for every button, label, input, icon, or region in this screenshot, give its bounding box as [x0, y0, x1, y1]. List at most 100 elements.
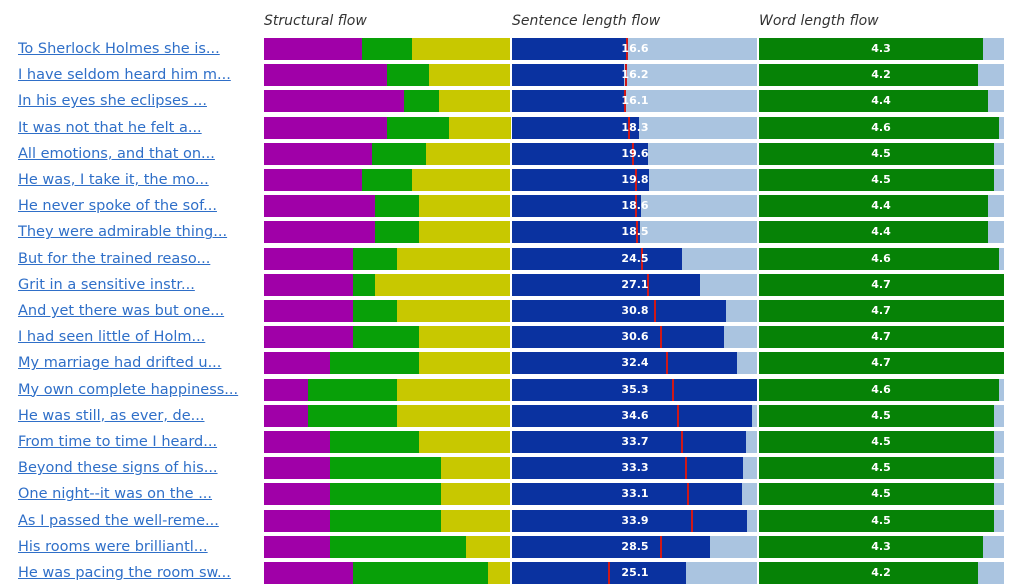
table-row: It was not that he felt a... 18.3 4.6 [0, 116, 1024, 139]
sentence-link[interactable]: He was, I take it, the mo... [18, 172, 209, 188]
sentence-link[interactable]: Beyond these signs of his... [18, 460, 218, 477]
structural-segment-b [330, 535, 467, 558]
word-length-bar [759, 562, 978, 584]
word-length-bar [759, 142, 994, 165]
table-row: Beyond these signs of his... 33.3 4.5 [0, 457, 1024, 480]
sentence-average-marker [631, 142, 634, 165]
word-length-value: 4.4 [871, 199, 891, 213]
sentence-link[interactable]: In his eyes she eclipses ... [18, 93, 207, 110]
sentence-link[interactable]: I had seen little of Holm... [18, 329, 206, 346]
sentence-link[interactable]: To Sherlock Holmes she is... [18, 41, 220, 57]
sentence-average-marker [647, 273, 650, 296]
sentence-length-bar [512, 64, 625, 87]
sentence-link[interactable]: It was not that he felt a... [18, 119, 202, 136]
sentence-link[interactable]: He never spoke of the sof... [18, 198, 217, 215]
sentence-link[interactable]: My marriage had drifted u... [18, 355, 222, 372]
table-row: But for the trained reaso... 24.5 4.6 [0, 247, 1024, 270]
sentence-link[interactable]: But for the trained reaso... [18, 250, 211, 267]
table-row: I had seen little of Holm... 30.6 4.7 [0, 326, 1024, 349]
sentence-length-value: 33.3 [621, 461, 649, 475]
sentence-average-marker [624, 64, 627, 87]
structural-segment-a [264, 273, 354, 296]
word-length-bar [759, 169, 994, 191]
sentence-length-value: 18.3 [621, 120, 649, 134]
structural-segment-c [465, 535, 511, 558]
structural-segment-b [374, 195, 420, 218]
structural-segment-b [330, 483, 442, 506]
word-length-bar [759, 116, 999, 139]
sentence-length-value: 16.2 [621, 68, 649, 82]
word-length-bar [759, 378, 999, 401]
sentence-average-marker [690, 509, 693, 532]
sentence-average-marker [624, 90, 627, 113]
sentence-length-bar [512, 142, 649, 165]
structural-segment-a [264, 195, 376, 218]
word-length-value: 4.5 [871, 408, 891, 422]
table-row: He was still, as ever, de... 34.6 4.5 [0, 404, 1024, 427]
sentence-length-value: 27.1 [621, 277, 649, 291]
table-row: Grit in a sensitive instr... 27.1 4.7 [0, 273, 1024, 296]
sentence-link[interactable]: And yet there was but one... [18, 303, 225, 319]
sentence-link[interactable]: All emotions, and that on... [18, 145, 215, 162]
structural-segment-c [411, 169, 511, 191]
sentence-link[interactable]: From time to time I heard... [18, 434, 218, 450]
structural-segment-b [352, 562, 489, 584]
word-length-bar [759, 457, 994, 480]
table-row: And yet there was but one... 30.8 4.7 [0, 300, 1024, 322]
sentence-length-value: 30.8 [621, 304, 649, 317]
sentence-link[interactable]: My own complete happiness... [18, 381, 239, 398]
sentence-link[interactable]: Grit in a sensitive instr... [18, 276, 195, 293]
table-row: As I passed the well-reme... 33.9 4.5 [0, 509, 1024, 532]
sentence-length-value: 28.5 [621, 539, 649, 553]
sentence-length-value: 33.7 [621, 435, 649, 448]
structural-flow-header: Structural flow [264, 13, 367, 29]
sentence-link[interactable]: He was pacing the room sw... [18, 565, 231, 581]
sentence-length-value: 33.1 [621, 487, 649, 501]
sentence-average-marker [684, 457, 687, 480]
sentence-link[interactable]: As I passed the well-reme... [18, 512, 219, 529]
sentence-length-bar [512, 169, 650, 191]
word-length-bar [759, 352, 1004, 375]
sentence-average-marker [687, 483, 690, 506]
word-length-bar [759, 90, 989, 113]
sentence-length-value: 19.6 [621, 146, 649, 160]
sentence-link[interactable]: I have seldom heard him m... [18, 67, 231, 84]
structural-segment-c [438, 90, 511, 113]
sentence-length-value: 35.3 [621, 382, 649, 396]
sentence-length-bar [512, 404, 753, 427]
sentence-average-marker [660, 535, 663, 558]
sentence-length-bar [512, 562, 687, 584]
sentence-average-marker [634, 169, 637, 191]
sentence-link[interactable]: He was still, as ever, de... [18, 407, 205, 424]
sentence-length-value: 33.9 [621, 513, 649, 527]
word-length-value: 4.5 [871, 487, 891, 501]
structural-segment-c [441, 483, 511, 506]
sentence-average-marker [672, 378, 675, 401]
sentence-link[interactable]: His rooms were brilliantl... [18, 538, 208, 555]
table-row: One night--it was on the ... 33.1 4.5 [0, 483, 1024, 506]
word-length-value: 4.6 [871, 251, 891, 265]
sentence-length-value: 16.1 [621, 94, 649, 108]
structural-segment-a [264, 509, 331, 532]
structural-segment-c [487, 562, 511, 584]
structural-segment-a [264, 142, 373, 165]
structural-segment-a [264, 378, 309, 401]
sentence-link[interactable]: One night--it was on the ... [18, 486, 213, 503]
structural-segment-b [387, 64, 430, 87]
sentence-length-bar [512, 221, 641, 244]
sentence-average-marker [608, 562, 611, 584]
sentence-average-marker [665, 352, 668, 375]
table-row: He never spoke of the sof... 18.6 4.4 [0, 195, 1024, 218]
structural-segment-b [352, 326, 420, 349]
structural-segment-b [362, 169, 413, 191]
word-length-bar [759, 535, 984, 558]
word-length-bar [759, 195, 989, 218]
sentence-length-bar [512, 326, 725, 349]
word-length-bar [759, 247, 999, 270]
structural-segment-b [330, 509, 442, 532]
structural-segment-b [372, 142, 427, 165]
sentence-link[interactable]: They were admirable thing... [18, 224, 228, 241]
structural-segment-c [418, 221, 511, 244]
sentence-length-value: 16.6 [621, 42, 649, 55]
